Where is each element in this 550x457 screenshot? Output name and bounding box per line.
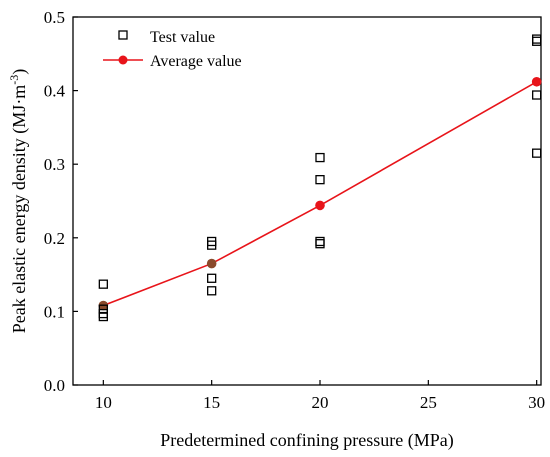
test-value-point (315, 239, 325, 249)
y-tick-label: 0.3 (44, 155, 65, 174)
y-tick-label: 0.1 (44, 302, 65, 321)
x-tick-label: 15 (203, 393, 220, 412)
legend-test-marker (118, 30, 128, 40)
x-tick-label: 30 (528, 393, 545, 412)
test-value-point (315, 236, 325, 247)
x-tick-label: 25 (420, 393, 437, 412)
test-value-point (532, 148, 542, 158)
test-value-point (532, 90, 542, 100)
y-axis-title-end: ) (9, 69, 30, 75)
x-axis-ticks: 10 15 20 25 30 (95, 380, 545, 412)
y-axis-title-main: Peak elastic energy density (MJ·m (9, 85, 30, 334)
x-tick-label: 10 (95, 393, 112, 412)
y-axis-title: Peak elastic energy density (MJ·m-3) (7, 69, 30, 334)
test-value-point (98, 311, 108, 322)
y-tick-label: 0.2 (44, 229, 65, 248)
x-tick-label: 20 (312, 393, 329, 412)
test-value-point (532, 36, 542, 46)
y-axis-title-sup: -3 (7, 75, 21, 85)
test-value-point (207, 286, 217, 296)
legend-average-marker (118, 55, 128, 65)
test-value-point (207, 240, 217, 250)
average-value-point (531, 76, 542, 87)
test-value-point (315, 152, 325, 163)
average-value-point (206, 258, 217, 269)
x-axis-title: Predetermined confining pressure (MPa) (160, 430, 453, 451)
y-tick-label: 0.5 (44, 8, 65, 27)
average-value-point (315, 200, 325, 211)
y-tick-label: 0.4 (44, 82, 66, 101)
test-value-point (98, 279, 108, 289)
test-series (98, 34, 542, 322)
legend: Test value Average value (103, 29, 242, 70)
legend-test-label: Test value (150, 29, 215, 46)
test-value-point (315, 175, 325, 185)
y-axis-ticks: 0.0 0.1 0.2 0.3 0.4 0.5 (44, 8, 78, 395)
plot-area (72, 16, 542, 386)
legend-average-label: Average value (150, 53, 242, 70)
test-value-point (532, 34, 542, 44)
plot-frame (72, 16, 542, 386)
average-series (98, 76, 542, 311)
test-value-point (207, 273, 217, 283)
average-series-line (103, 81, 538, 307)
y-tick-label: 0.0 (44, 376, 65, 395)
